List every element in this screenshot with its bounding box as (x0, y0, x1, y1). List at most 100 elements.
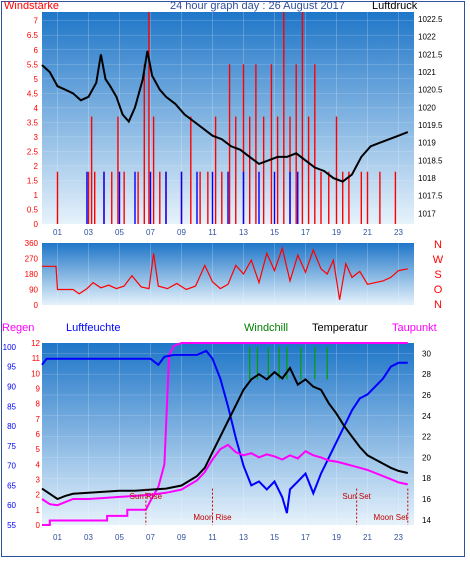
wind-pressure-x-ticks: 01 03 05 07 09 11 13 15 17 19 21 23 (53, 228, 403, 237)
pressure-tick-label: 1020 (418, 103, 436, 112)
x-tick-label: 01 (53, 533, 62, 542)
x-tick-label: 09 (177, 533, 186, 542)
temperature-tick-label: 20 (422, 453, 431, 462)
wind-direction-grid (57, 243, 399, 305)
temperature-tick-label: 16 (422, 495, 431, 504)
pressure-line (41, 50, 409, 183)
x-tick-label: 21 (363, 533, 372, 542)
x-tick-label: 21 (363, 228, 372, 237)
x-tick-label: 17 (301, 533, 310, 542)
humidity-tick-label: 75 (7, 442, 16, 451)
humidity-tick-label: 70 (7, 462, 16, 471)
temp-humidity-plot-area (42, 343, 414, 525)
x-tick-label: 11 (208, 533, 217, 542)
temperature-line (41, 366, 409, 501)
x-tick-label: 19 (332, 533, 341, 542)
rain-tick-label: 6 (36, 430, 41, 439)
temperature-tick-label: 18 (422, 474, 431, 483)
x-tick-label: 01 (53, 228, 62, 237)
temperature-label: Temperatur (312, 322, 368, 334)
rain-tick-label: 3 (36, 476, 41, 485)
direction-tick-label: 360 (25, 239, 39, 248)
compass-label: N (434, 299, 442, 311)
pressure-tick-label: 1022 (418, 33, 436, 42)
wind-tick-label: 7 (34, 17, 39, 26)
rain-tick-label: 8 (36, 400, 41, 409)
rain-tick-label: 0 (36, 521, 41, 530)
direction-tick-label: 90 (29, 286, 38, 295)
windchill-label: Windchill (244, 322, 288, 334)
x-tick-label: 19 (332, 228, 341, 237)
x-tick-label: 15 (270, 228, 279, 237)
x-tick-label: 07 (146, 228, 155, 237)
wind-axis-ticks: 7 6.5 6 5.5 5 4.5 4 3.5 3 2.5 2 1.5 1 0.5 0 (27, 17, 39, 229)
humidity-axis-ticks: 100 95 90 85 80 75 70 65 60 55 (3, 343, 17, 530)
rain-tick-label: 10 (31, 369, 40, 378)
dewpoint-label: Taupunkt (392, 322, 437, 334)
x-tick-label: 15 (270, 533, 279, 542)
wind-mean-bars (86, 171, 299, 224)
pressure-tick-label: 1018 (418, 174, 436, 183)
x-tick-label: 03 (84, 533, 93, 542)
pressure-axis-label: Luftdruck (372, 0, 418, 12)
temperature-axis-ticks: 30 28 26 24 22 20 18 16 14 (422, 349, 431, 524)
rain-tick-label: 5 (36, 445, 41, 454)
wind-tick-label: 6.5 (27, 31, 39, 40)
wind-tick-label: 4.5 (27, 89, 39, 98)
temperature-tick-label: 22 (422, 433, 431, 442)
event-label: Sun Rise (130, 492, 163, 501)
pressure-tick-label: 1019 (418, 139, 436, 148)
direction-tick-label: 180 (25, 270, 39, 279)
pressure-tick-label: 1020.5 (418, 86, 443, 95)
pressure-tick-label: 1018.5 (418, 156, 443, 165)
wind-direction-y-ticks: 360 270 180 90 0 (25, 239, 39, 310)
wind-direction-plot-area (42, 243, 414, 305)
sun-moon-events: Sun Rise Moon Rise Sun Set Moon Set (130, 488, 409, 525)
rain-tick-label: 1 (36, 506, 41, 515)
humidity-tick-label: 95 (7, 363, 16, 372)
humidity-label: Luftfeuchte (66, 322, 120, 334)
wind-tick-label: 2 (34, 162, 39, 171)
rain-tick-label: 12 (31, 339, 40, 348)
temperature-tick-label: 14 (422, 516, 431, 525)
rain-tick-label: 4 (36, 460, 41, 469)
pressure-tick-label: 1017 (418, 209, 436, 218)
pressure-tick-label: 1021.5 (418, 50, 443, 59)
compass-label: O (434, 284, 443, 296)
windchill-spikes (249, 347, 328, 380)
humidity-tick-label: 85 (7, 402, 16, 411)
x-tick-label: 23 (394, 228, 403, 237)
wind-tick-label: 0 (34, 220, 39, 229)
event-label: Sun Set (342, 492, 371, 501)
x-tick-label: 13 (239, 533, 248, 542)
humidity-tick-label: 100 (3, 343, 17, 352)
direction-tick-label: 270 (25, 255, 39, 264)
wind-tick-label: 0.5 (27, 205, 39, 214)
pressure-tick-label: 1017.5 (418, 192, 443, 201)
wind-axis-label: Windstärke (4, 0, 59, 12)
wind-tick-label: 3.5 (27, 118, 39, 127)
wind-tick-label: 3 (34, 133, 39, 142)
graph-frame (1, 1, 465, 557)
x-tick-label: 07 (146, 533, 155, 542)
pressure-tick-label: 1022.5 (418, 15, 443, 24)
compass-label: N (434, 239, 442, 251)
wind-tick-label: 2.5 (27, 147, 39, 156)
wind-tick-label: 1 (34, 191, 39, 200)
chart-title: 24 hour graph day : 26 August 2017 (170, 0, 345, 12)
x-tick-label: 17 (301, 228, 310, 237)
temperature-tick-label: 26 (422, 391, 431, 400)
humidity-tick-label: 65 (7, 481, 16, 490)
x-tick-label: 11 (208, 228, 217, 237)
compass-label: W (433, 254, 444, 266)
rain-tick-label: 11 (32, 354, 41, 363)
temperature-tick-label: 28 (422, 370, 431, 379)
wind-direction-line (42, 246, 408, 300)
temp-humidity-x-ticks: 01 03 05 07 09 11 13 15 17 19 21 23 (53, 533, 403, 542)
x-tick-label: 13 (239, 228, 248, 237)
wind-tick-label: 1.5 (27, 176, 39, 185)
compass-label: S (434, 269, 441, 281)
pressure-tick-label: 1019.5 (418, 121, 443, 130)
